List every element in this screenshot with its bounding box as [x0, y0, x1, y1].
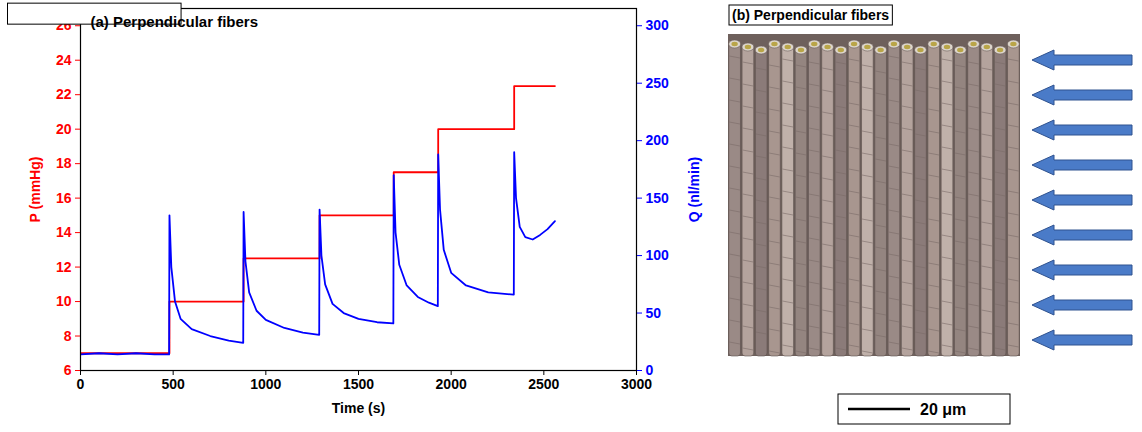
- svg-text:14: 14: [56, 224, 72, 240]
- svg-text:3000: 3000: [621, 376, 652, 392]
- svg-text:24: 24: [56, 52, 72, 68]
- svg-text:10: 10: [56, 293, 72, 309]
- svg-text:Time (s): Time (s): [332, 400, 385, 416]
- svg-text:0: 0: [646, 362, 654, 378]
- svg-text:26: 26: [55, 17, 72, 34]
- svg-text:2000: 2000: [436, 376, 467, 392]
- svg-text:18: 18: [56, 155, 72, 171]
- svg-text:0: 0: [77, 376, 85, 392]
- svg-text:1000: 1000: [250, 376, 281, 392]
- svg-text:50: 50: [646, 305, 662, 321]
- svg-text:Q (nl/min): Q (nl/min): [686, 157, 702, 222]
- svg-text:8: 8: [64, 328, 72, 344]
- svg-text:6: 6: [64, 362, 72, 378]
- svg-text:1500: 1500: [343, 376, 374, 392]
- svg-text:150: 150: [646, 190, 670, 206]
- svg-text:(b) Perpendicular fibers: (b) Perpendicular fibers: [732, 7, 889, 23]
- svg-text:100: 100: [646, 247, 670, 263]
- svg-text:22: 22: [56, 86, 72, 102]
- svg-text:P (mmHg): P (mmHg): [27, 157, 43, 223]
- svg-text:2500: 2500: [528, 376, 559, 392]
- svg-text:250: 250: [646, 75, 670, 91]
- svg-text:16: 16: [56, 190, 72, 206]
- svg-text:12: 12: [56, 259, 72, 275]
- svg-text:20 μm: 20 μm: [920, 401, 966, 418]
- svg-text:(a) Perpendicular fibers: (a) Perpendicular fibers: [91, 13, 259, 30]
- svg-text:300: 300: [646, 17, 670, 33]
- svg-text:200: 200: [646, 132, 670, 148]
- svg-text:20: 20: [56, 121, 72, 137]
- svg-text:500: 500: [161, 376, 185, 392]
